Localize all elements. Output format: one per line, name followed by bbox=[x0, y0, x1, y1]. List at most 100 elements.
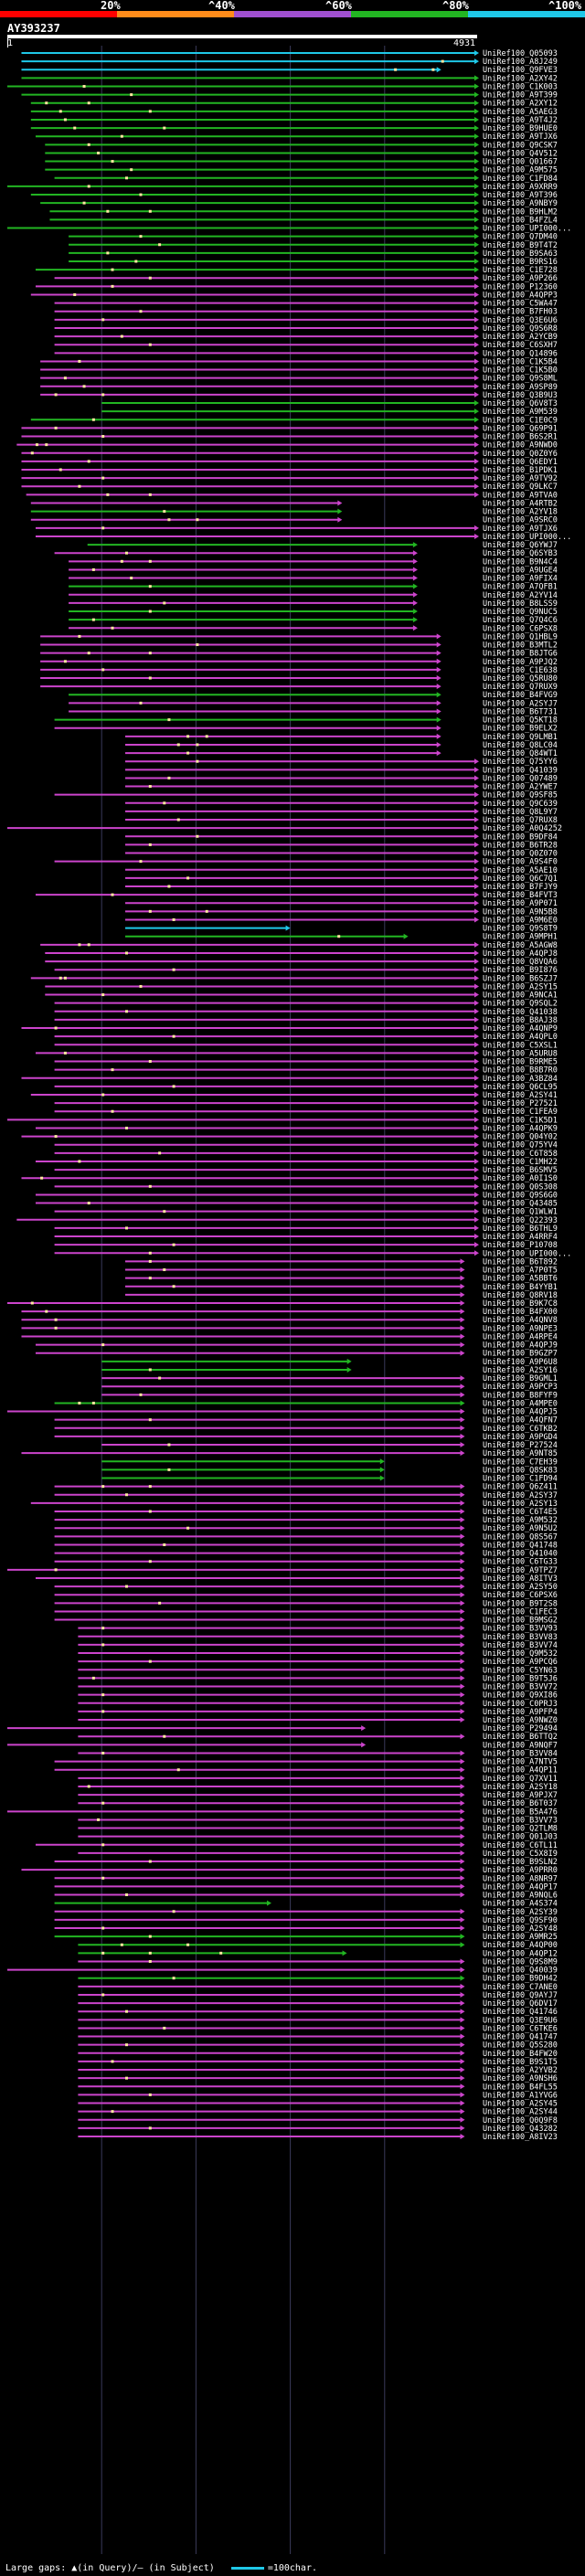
hit-label[interactable]: UniRef100_Q6V8T3 bbox=[483, 399, 558, 408]
hit-row[interactable]: UniRef100_A7P0T5 bbox=[125, 1267, 558, 1276]
hit-row[interactable]: UniRef100_Q14896 bbox=[54, 349, 558, 358]
hit-row[interactable]: UniRef100_A9T4J2 bbox=[30, 116, 558, 125]
hit-label[interactable]: UniRef100_A4QFN7 bbox=[483, 1416, 558, 1426]
hit-label[interactable]: UniRef100_Q22393 bbox=[483, 1216, 558, 1225]
hit-label[interactable]: UniRef100_B9SA63 bbox=[483, 249, 558, 259]
hit-row[interactable]: UniRef100_A8J249 bbox=[21, 58, 558, 67]
hit-label[interactable]: UniRef100_A2YWE7 bbox=[483, 783, 558, 792]
hit-row[interactable]: UniRef100_A5BBT6 bbox=[125, 1275, 558, 1284]
hit-row[interactable]: UniRef100_A2XY12 bbox=[30, 100, 558, 109]
hit-row[interactable]: UniRef100_A7NTV5 bbox=[54, 1758, 558, 1767]
hit-label[interactable]: UniRef100_A2SY39 bbox=[483, 1908, 558, 1917]
hit-label[interactable]: UniRef100_Q9LKC7 bbox=[483, 482, 558, 492]
hit-row[interactable]: UniRef100_A9M575 bbox=[45, 166, 558, 175]
hit-row[interactable]: UniRef100_Q3E6U6 bbox=[54, 316, 558, 325]
hit-row[interactable]: UniRef100_A9PRR0 bbox=[21, 1866, 558, 1875]
hit-row[interactable]: UniRef100_A2SY44 bbox=[78, 2108, 558, 2117]
hit-row[interactable]: UniRef100_Q40039 bbox=[7, 1966, 558, 1976]
hit-row[interactable]: UniRef100_A9MPH1 bbox=[125, 933, 558, 942]
hit-row[interactable]: UniRef100_A5AGW8 bbox=[40, 941, 558, 950]
hit-row[interactable]: UniRef100_A2SY37 bbox=[54, 1491, 558, 1500]
hit-row[interactable]: UniRef100_Q9S8M9 bbox=[78, 1957, 558, 1966]
hit-label[interactable]: UniRef100_A9NBY9 bbox=[483, 199, 558, 208]
hit-row[interactable]: UniRef100_A9T396 bbox=[30, 191, 558, 200]
hit-row[interactable]: UniRef100_C1MH22 bbox=[35, 1158, 558, 1167]
hit-label[interactable]: UniRef100_B9SLN2 bbox=[483, 1858, 558, 1867]
hit-row[interactable]: UniRef100_B8B7R0 bbox=[54, 1066, 558, 1076]
hit-row[interactable]: UniRef100_Q9LKC7 bbox=[21, 482, 558, 492]
hit-row[interactable]: UniRef100_Q8VQA6 bbox=[45, 958, 558, 967]
hit-row[interactable]: UniRef100_UPI000... bbox=[54, 1249, 572, 1258]
hit-label[interactable]: UniRef100_A8J249 bbox=[483, 58, 558, 67]
hit-label[interactable]: UniRef100_Q8VQA6 bbox=[483, 958, 558, 967]
hit-row[interactable]: UniRef100_Q6EDY1 bbox=[21, 458, 558, 467]
hit-label[interactable]: UniRef100_B6THL9 bbox=[483, 1224, 558, 1234]
hit-label[interactable]: UniRef100_Q7DM40 bbox=[483, 233, 558, 242]
hit-row[interactable]: UniRef100_B6T892 bbox=[125, 1257, 558, 1267]
hit-label[interactable]: UniRef100_Q9S8ML bbox=[483, 375, 558, 384]
hit-row[interactable]: UniRef100_A4QPJ5 bbox=[7, 1408, 558, 1417]
hit-row[interactable]: UniRef100_B3VV93 bbox=[78, 1625, 558, 1634]
hit-label[interactable]: UniRef100_A2SY13 bbox=[483, 1500, 558, 1509]
hit-row[interactable]: UniRef100_C6SXH7 bbox=[54, 341, 558, 350]
hit-row[interactable]: UniRef100_A2SY50 bbox=[54, 1583, 558, 1592]
hit-row[interactable]: UniRef100_B7FH03 bbox=[54, 308, 558, 317]
hit-row[interactable]: UniRef100_B6T037 bbox=[78, 1799, 558, 1808]
hit-row[interactable]: UniRef100_A9NQL6 bbox=[54, 1892, 558, 1901]
hit-label[interactable]: UniRef100_A9MPH1 bbox=[483, 933, 558, 942]
hit-label[interactable]: UniRef100_A9NQF7 bbox=[483, 1741, 558, 1750]
hit-label[interactable]: UniRef100_A9TV92 bbox=[483, 474, 558, 483]
hit-label[interactable]: UniRef100_Q8RV18 bbox=[483, 1291, 558, 1300]
hit-row[interactable]: UniRef100_Q1HBL9 bbox=[40, 632, 558, 641]
hit-label[interactable]: UniRef100_Q41039 bbox=[483, 766, 558, 775]
hit-row[interactable]: UniRef100_A9SP89 bbox=[40, 383, 558, 392]
hit-label[interactable]: UniRef100_Q07489 bbox=[483, 774, 558, 783]
hit-label[interactable]: UniRef100_A1YVG6 bbox=[483, 2091, 558, 2100]
hit-row[interactable]: UniRef100_A4QPJ8 bbox=[45, 949, 558, 959]
hit-label[interactable]: UniRef100_B6TR28 bbox=[483, 841, 558, 850]
hit-row[interactable]: UniRef100_Q8SK83 bbox=[101, 1466, 558, 1475]
hit-row[interactable]: UniRef100_Q9FVE3 bbox=[21, 66, 558, 75]
hit-row[interactable]: UniRef100_B8AJ38 bbox=[54, 1016, 558, 1025]
hit-row[interactable]: UniRef100_A5AEG3 bbox=[30, 108, 558, 117]
hit-row[interactable]: UniRef100_A2SY16 bbox=[101, 1366, 558, 1375]
hit-label[interactable]: UniRef100_Q1WLW1 bbox=[483, 1208, 558, 1217]
hit-row[interactable]: UniRef100_B8FYF9 bbox=[101, 1391, 558, 1400]
hit-row[interactable]: UniRef100_Q9SQL2 bbox=[54, 1000, 558, 1009]
hit-label[interactable]: UniRef100_B9T2S8 bbox=[483, 1599, 558, 1608]
hit-label[interactable]: UniRef100_A2SY18 bbox=[483, 1783, 558, 1792]
hit-label[interactable]: UniRef100_A4QPP3 bbox=[483, 291, 558, 300]
hit-row[interactable]: UniRef100_A9N5B8 bbox=[125, 907, 558, 917]
hit-label[interactable]: UniRef100_A8NR97 bbox=[483, 1874, 558, 1883]
hit-row[interactable]: UniRef100_B9DH42 bbox=[78, 1975, 558, 1984]
hit-label[interactable]: UniRef100_A2SY41 bbox=[483, 1091, 558, 1100]
hit-row[interactable]: UniRef100_Q9S8ML bbox=[40, 375, 558, 384]
hit-row[interactable]: UniRef100_B9RME5 bbox=[54, 1058, 558, 1067]
hit-label[interactable]: UniRef100_A2SY15 bbox=[483, 982, 558, 991]
hit-row[interactable]: UniRef100_A4MPE0 bbox=[54, 1399, 558, 1408]
hit-label[interactable]: UniRef100_A2SY50 bbox=[483, 1583, 558, 1592]
hit-label[interactable]: UniRef100_Q41040 bbox=[483, 1550, 558, 1559]
hit-row[interactable]: UniRef100_B4FVT3 bbox=[35, 891, 558, 900]
hit-label[interactable]: UniRef100_Q7XV11 bbox=[483, 1775, 558, 1784]
hit-label[interactable]: UniRef100_B9RS16 bbox=[483, 258, 558, 267]
hit-label[interactable]: UniRef100_C1FEA9 bbox=[483, 1108, 558, 1117]
hit-label[interactable]: UniRef100_A8ITV3 bbox=[483, 1574, 558, 1584]
hit-row[interactable]: UniRef100_Q41039 bbox=[125, 766, 558, 775]
hit-row[interactable]: UniRef100_A9P6U8 bbox=[101, 1358, 558, 1367]
hit-row[interactable]: UniRef100_B9ELX2 bbox=[54, 725, 558, 734]
hit-label[interactable]: UniRef100_B6TTQ2 bbox=[483, 1733, 558, 1742]
hit-row[interactable]: UniRef100_Q75YV4 bbox=[54, 1141, 558, 1150]
hit-row[interactable]: UniRef100_A5AE10 bbox=[125, 866, 558, 875]
hit-label[interactable]: UniRef100_A2SY48 bbox=[483, 1924, 558, 1934]
hit-label[interactable]: UniRef100_A5AGW8 bbox=[483, 941, 558, 950]
hit-label[interactable]: UniRef100_A2SY37 bbox=[483, 1491, 558, 1500]
hit-label[interactable]: UniRef100_A0Q4252 bbox=[483, 824, 562, 833]
hit-label[interactable]: UniRef100_C6PSX8 bbox=[483, 624, 558, 633]
hit-row[interactable]: UniRef100_B3MTL2 bbox=[40, 641, 558, 651]
hit-row[interactable]: UniRef100_Q9XI86 bbox=[78, 1691, 558, 1701]
hit-label[interactable]: UniRef100_UPI000... bbox=[483, 225, 571, 234]
hit-row[interactable]: UniRef100_Q01J03 bbox=[78, 1833, 558, 1842]
hit-label[interactable]: UniRef100_A9MR25 bbox=[483, 1933, 558, 1942]
hit-label[interactable]: UniRef100_C1FEC3 bbox=[483, 1607, 558, 1617]
